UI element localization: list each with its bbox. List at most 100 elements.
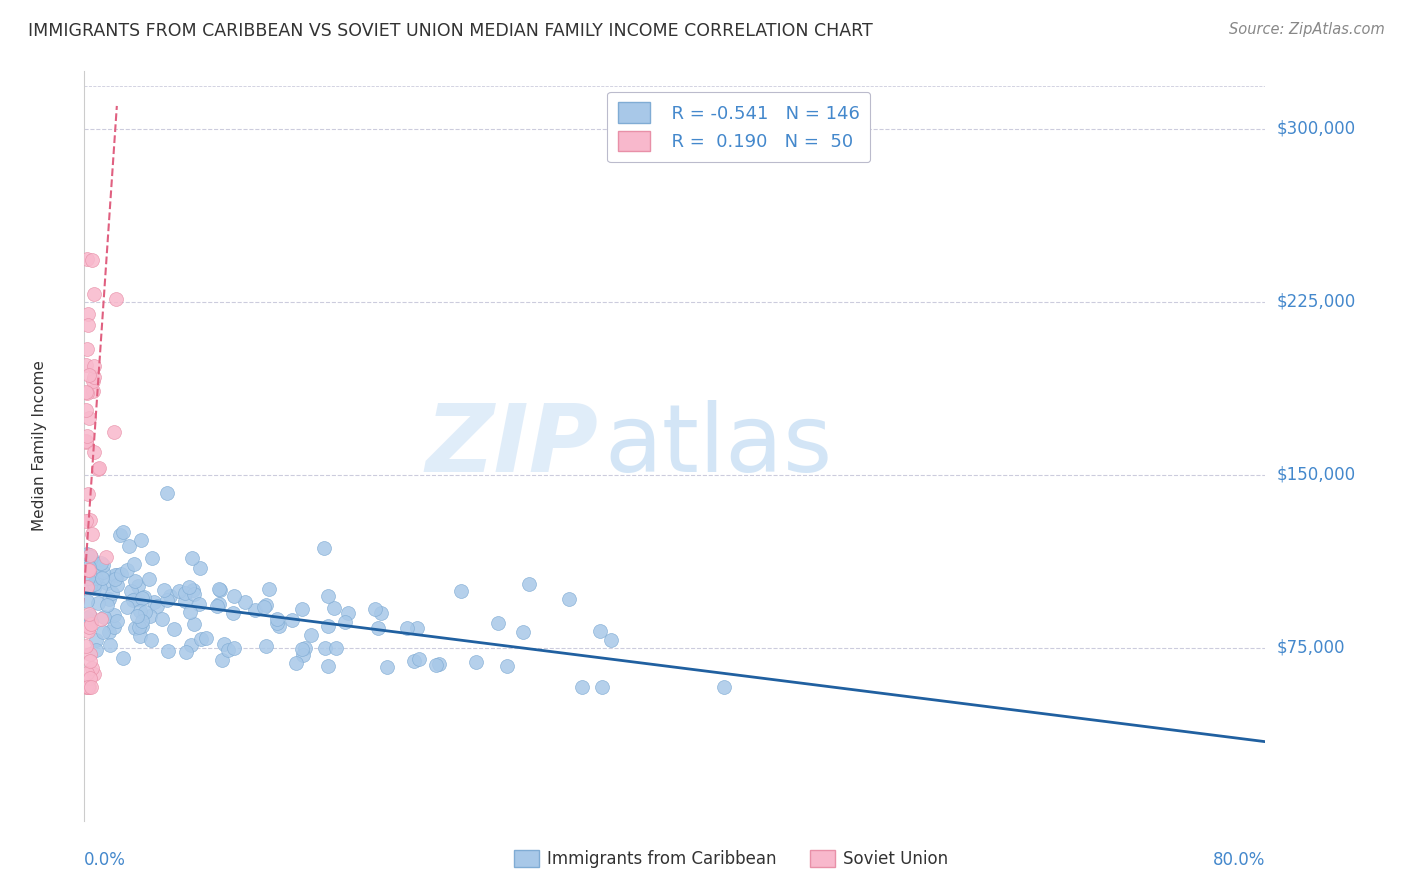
Point	[77, 571, 100, 585]
Point	[402, 654, 425, 668]
Point	[370, 606, 392, 620]
Text: ZIP: ZIP	[425, 400, 598, 492]
Point	[75, 358, 97, 372]
Point	[139, 609, 162, 624]
Point	[188, 561, 211, 575]
Point	[128, 629, 150, 643]
Point	[105, 568, 128, 582]
Text: $225,000: $225,000	[1277, 293, 1355, 311]
Point	[159, 589, 181, 603]
Point	[142, 595, 165, 609]
Point	[187, 597, 209, 611]
Point	[76, 547, 98, 561]
Point	[75, 435, 97, 450]
Point	[91, 558, 114, 573]
Point	[76, 385, 98, 400]
Point	[91, 624, 114, 639]
Point	[291, 648, 314, 663]
Point	[110, 567, 132, 582]
Point	[77, 680, 100, 694]
Point	[571, 680, 593, 694]
Point	[427, 657, 450, 671]
Point	[139, 633, 162, 648]
Point	[115, 599, 138, 614]
Point	[77, 620, 100, 634]
Point	[83, 370, 105, 384]
Point	[84, 643, 107, 657]
Point	[115, 563, 138, 577]
Point	[333, 615, 356, 629]
Point	[111, 651, 134, 665]
Point	[104, 572, 127, 586]
Point	[291, 641, 314, 656]
Point	[316, 659, 339, 673]
Point	[79, 647, 101, 661]
Point	[218, 643, 240, 657]
Point	[77, 564, 100, 578]
Point	[208, 597, 231, 611]
Point	[77, 563, 100, 577]
Text: $300,000: $300,000	[1277, 120, 1355, 138]
Point	[75, 403, 97, 417]
Point	[79, 513, 101, 527]
Point	[153, 583, 176, 598]
Point	[101, 585, 124, 599]
Point	[179, 580, 201, 594]
Point	[267, 619, 290, 633]
Point	[79, 607, 101, 621]
Point	[80, 614, 103, 628]
Point	[134, 605, 156, 619]
Point	[221, 606, 243, 620]
Point	[364, 602, 387, 616]
Point	[208, 582, 231, 596]
Point	[496, 659, 519, 673]
Point	[90, 571, 112, 585]
Point	[76, 386, 98, 401]
Point	[105, 577, 128, 591]
Point	[76, 429, 98, 443]
Point	[179, 605, 201, 619]
Point	[211, 653, 233, 667]
Point	[713, 680, 735, 694]
Point	[284, 657, 307, 671]
Point	[558, 592, 581, 607]
Point	[337, 607, 360, 621]
Point	[465, 655, 488, 669]
Point	[84, 632, 107, 647]
Point	[98, 591, 121, 606]
Point	[77, 410, 100, 425]
Point	[77, 368, 100, 382]
Point	[138, 572, 160, 586]
Point	[80, 550, 103, 565]
Point	[93, 609, 115, 624]
Point	[104, 292, 127, 306]
Text: Median Family Income: Median Family Income	[32, 360, 46, 532]
Point	[600, 632, 623, 647]
Point	[75, 639, 97, 653]
Point	[89, 460, 111, 475]
Point	[266, 615, 288, 630]
Point	[124, 574, 146, 589]
Point	[76, 580, 98, 594]
Point	[322, 600, 344, 615]
Point	[75, 434, 97, 448]
Point	[299, 628, 322, 642]
Point	[76, 594, 98, 608]
Point	[254, 599, 277, 613]
Point	[395, 621, 418, 635]
Point	[517, 576, 540, 591]
Point	[77, 560, 100, 574]
Point	[131, 619, 153, 633]
Point	[183, 616, 205, 631]
Point	[98, 624, 121, 639]
Point	[91, 565, 114, 579]
Point	[155, 593, 177, 607]
Legend:   R = -0.541   N = 146,   R =  0.190   N =  50: R = -0.541 N = 146, R = 0.190 N = 50	[607, 92, 870, 162]
Point	[150, 612, 173, 626]
Point	[312, 541, 335, 555]
Point	[156, 644, 179, 658]
Point	[127, 591, 149, 606]
Point	[180, 638, 202, 652]
Point	[83, 577, 105, 591]
Point	[103, 620, 125, 634]
